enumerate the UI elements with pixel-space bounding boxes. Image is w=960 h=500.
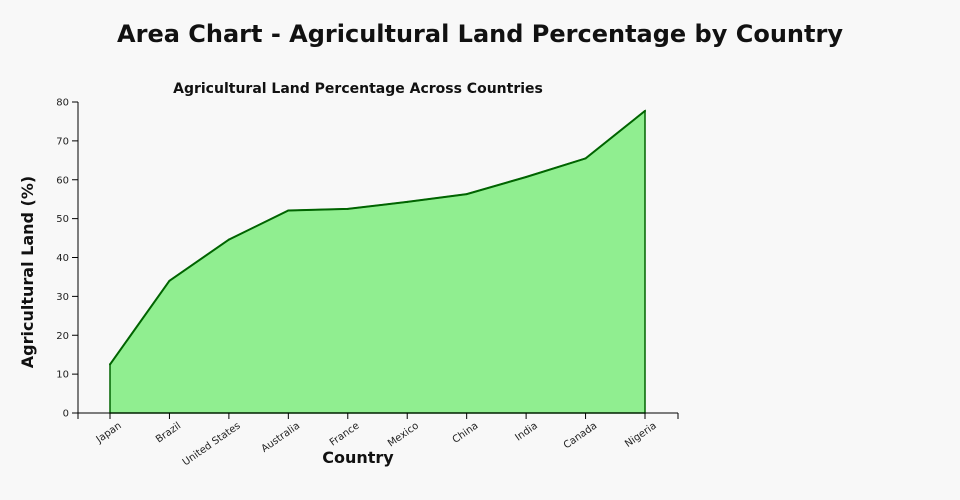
x-tick-label-brazil: Brazil <box>154 420 183 445</box>
y-tick-label-70: 70 <box>56 136 69 147</box>
y-axis-title: Agricultural Land (%) <box>18 176 37 368</box>
data-point-mexico <box>406 200 409 203</box>
y-tick-label-30: 30 <box>56 292 69 303</box>
x-tick-label-united-states: United States <box>181 420 243 468</box>
x-tick-label-australia: Australia <box>260 420 303 454</box>
data-point-nigeria <box>644 109 646 112</box>
chart-title: Agricultural Land Percentage Across Coun… <box>173 81 543 97</box>
data-point-india <box>525 176 528 179</box>
area-line <box>109 110 646 365</box>
y-tick-label-40: 40 <box>56 253 69 264</box>
x-axis-title: Country <box>322 448 394 467</box>
x-tick-label-japan: Japan <box>94 420 124 446</box>
x-tick-label-mexico: Mexico <box>386 420 421 449</box>
data-point-japan <box>109 363 111 366</box>
data-point-australia <box>287 209 290 212</box>
y-tick-label-80: 80 <box>56 98 69 109</box>
x-tick-label-canada: Canada <box>562 420 599 451</box>
data-point-france <box>346 207 349 210</box>
y-tick-label-0: 0 <box>63 409 69 420</box>
data-point-brazil <box>168 279 171 282</box>
y-tick-label-50: 50 <box>56 214 69 225</box>
y-tick-label-10: 10 <box>56 370 69 381</box>
data-point-united-states <box>227 238 230 241</box>
data-point-china <box>465 193 468 196</box>
plot-area <box>109 109 646 414</box>
x-tick-label-india: India <box>513 420 539 443</box>
x-tick-label-nigeria: Nigeria <box>623 420 659 450</box>
page-title: Area Chart - Agricultural Land Percentag… <box>117 20 843 48</box>
x-tick-label-china: China <box>451 420 481 445</box>
area-fill <box>109 109 646 414</box>
y-tick-label-60: 60 <box>56 175 69 186</box>
y-tick-label-20: 20 <box>56 331 69 342</box>
data-point-canada <box>584 157 587 160</box>
y-axis: 0 10 20 30 40 50 60 70 80 <box>56 98 79 420</box>
x-tick-label-france: France <box>328 420 362 448</box>
